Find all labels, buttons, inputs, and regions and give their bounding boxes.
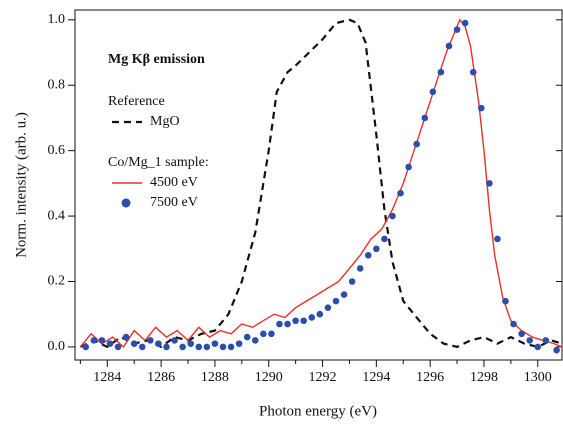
data-point — [486, 180, 493, 187]
y-tick-label: 1.0 — [48, 12, 66, 27]
x-axis-label: Photon energy (eV) — [259, 403, 377, 419]
data-point — [340, 291, 348, 298]
data-point — [437, 68, 445, 76]
data-point — [397, 189, 404, 197]
data-point — [553, 346, 560, 354]
y-tick-label: 0.0 — [48, 339, 66, 354]
data-point — [445, 42, 453, 50]
x-tick-label: 1296 — [416, 370, 444, 385]
data-point — [82, 343, 90, 351]
data-point — [138, 343, 146, 351]
legend-heading: Reference — [108, 94, 165, 109]
y-axis-label: Norm. intensity (arb. u.) — [13, 112, 29, 258]
data-point — [163, 343, 170, 351]
data-point — [276, 320, 283, 328]
legend-label: 4500 eV — [150, 175, 198, 190]
data-point — [179, 343, 186, 351]
plot-frame — [74, 9, 563, 361]
series-line — [79, 18, 563, 349]
data-point — [308, 314, 316, 321]
data-point — [219, 343, 227, 351]
data-point — [381, 235, 388, 243]
data-point — [90, 337, 98, 344]
data-point — [235, 340, 243, 347]
data-point — [518, 330, 525, 338]
series-line — [79, 18, 563, 348]
data-point — [469, 68, 477, 76]
data-point — [300, 317, 308, 325]
legend-label: MgO — [150, 114, 180, 129]
data-point — [413, 140, 421, 148]
data-point — [122, 333, 130, 341]
data-point — [461, 19, 469, 27]
data-point — [502, 297, 509, 305]
legend-marker — [121, 198, 131, 208]
data-point — [211, 340, 219, 347]
data-point — [542, 337, 550, 344]
data-point — [171, 337, 178, 344]
data-point — [421, 114, 429, 122]
x-tick-label: 1300 — [524, 370, 552, 385]
data-point — [389, 212, 396, 220]
legend-label: 7500 eV — [150, 195, 198, 210]
data-point — [453, 26, 461, 33]
x-tick-label: 1286 — [147, 370, 175, 385]
data-point — [429, 88, 437, 96]
data-point — [114, 343, 122, 351]
x-tick-label: 1290 — [255, 370, 283, 385]
data-point — [510, 320, 517, 328]
data-point — [477, 104, 485, 112]
data-point — [147, 337, 154, 344]
chart-title: Mg Kβ emission — [108, 52, 205, 67]
data-point — [494, 235, 501, 243]
x-tick-label: 1292 — [309, 370, 337, 385]
data-point — [534, 343, 542, 351]
data-point — [187, 340, 194, 347]
y-tick-label: 0.6 — [48, 143, 66, 158]
data-point — [251, 337, 259, 344]
x-tick-label: 1298 — [470, 370, 498, 385]
data-point — [284, 320, 291, 328]
data-point — [405, 163, 412, 171]
data-point — [348, 278, 356, 285]
data-point — [227, 343, 235, 351]
data-point — [292, 317, 299, 325]
data-point — [195, 343, 203, 351]
data-point — [98, 337, 106, 344]
data-point — [332, 297, 340, 305]
x-tick-label: 1294 — [362, 370, 390, 385]
x-tick-label: 1284 — [93, 370, 121, 385]
y-tick-label: 0.8 — [48, 77, 66, 92]
data-point — [526, 337, 534, 344]
data-point — [130, 340, 138, 347]
legend-heading: Co/Mg_1 sample: — [108, 155, 209, 170]
data-point — [373, 245, 380, 253]
data-point — [364, 252, 372, 259]
data-point — [316, 310, 324, 318]
data-point — [268, 330, 275, 338]
data-point — [243, 333, 251, 341]
data-point — [155, 340, 162, 347]
data-point — [356, 265, 364, 272]
y-tick-label: 0.2 — [48, 274, 66, 289]
data-point — [106, 340, 114, 347]
data-point — [203, 343, 211, 351]
x-tick-label: 1288 — [201, 370, 229, 385]
data-point — [324, 304, 332, 311]
y-tick-label: 0.4 — [48, 208, 66, 223]
data-point — [260, 330, 267, 338]
